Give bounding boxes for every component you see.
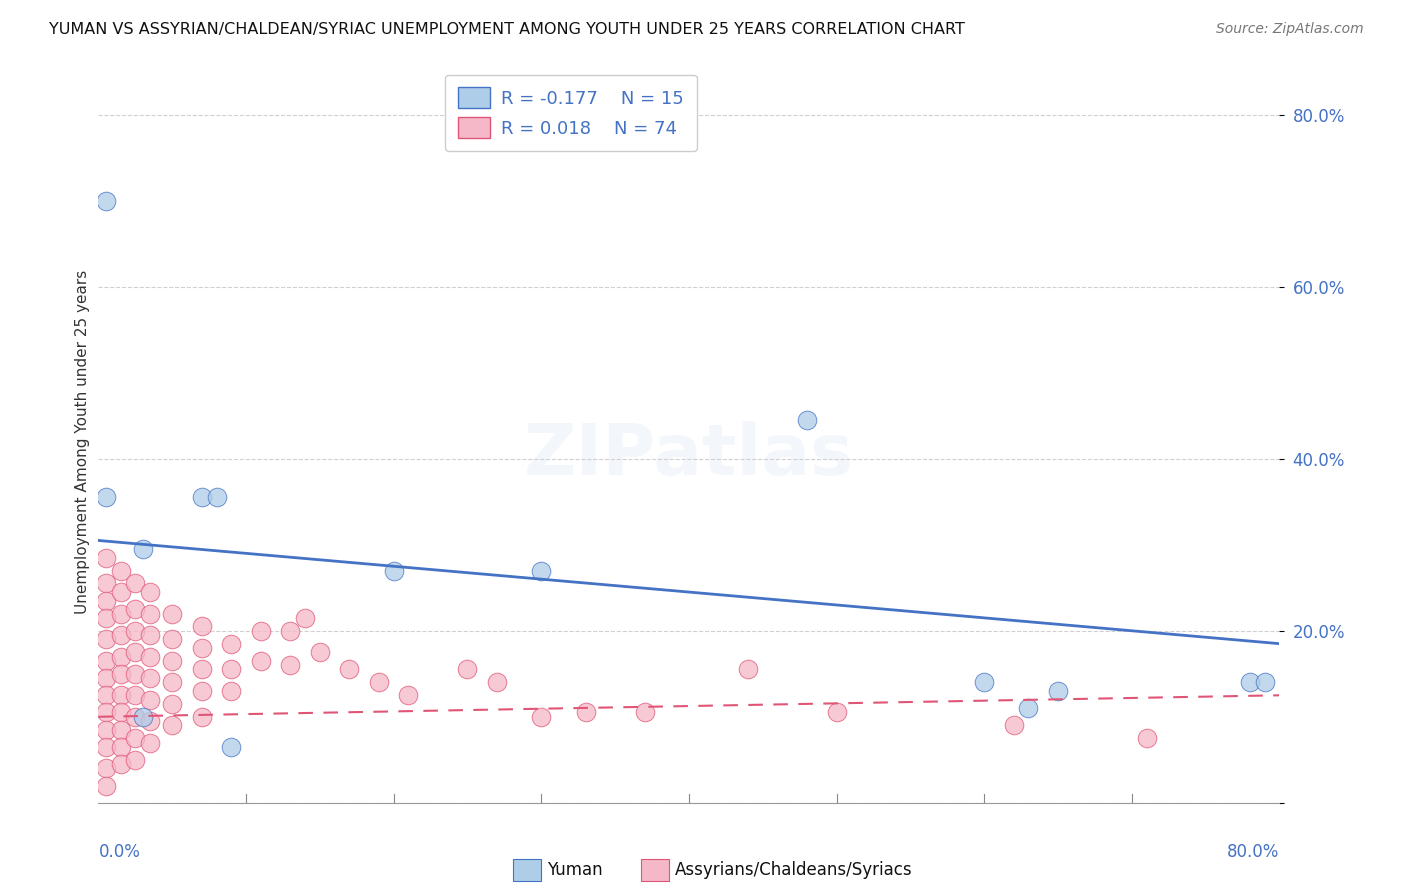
Point bbox=[162, 697, 183, 711]
Point bbox=[205, 491, 228, 505]
Point bbox=[110, 688, 132, 702]
Point bbox=[124, 710, 146, 724]
Point bbox=[139, 585, 162, 599]
Point bbox=[191, 663, 214, 677]
Text: Assyrians/Chaldeans/Syriacs: Assyrians/Chaldeans/Syriacs bbox=[675, 861, 912, 879]
Point bbox=[124, 624, 146, 638]
Point bbox=[94, 194, 117, 208]
Point bbox=[294, 611, 316, 625]
Point bbox=[1254, 675, 1277, 690]
Point bbox=[139, 692, 162, 706]
Point bbox=[162, 607, 183, 621]
Point bbox=[124, 753, 146, 767]
Legend: R = -0.177    N = 15, R = 0.018    N = 74: R = -0.177 N = 15, R = 0.018 N = 74 bbox=[446, 75, 696, 151]
Point bbox=[398, 688, 420, 702]
Point bbox=[110, 628, 132, 642]
Point bbox=[94, 593, 117, 607]
Point bbox=[825, 706, 848, 720]
Point bbox=[530, 564, 553, 578]
Text: ZIPatlas: ZIPatlas bbox=[524, 422, 853, 491]
Point bbox=[1018, 701, 1040, 715]
Point bbox=[1136, 731, 1159, 746]
Point bbox=[94, 550, 117, 565]
Point bbox=[94, 739, 117, 754]
Point bbox=[1046, 684, 1070, 698]
Point bbox=[139, 714, 162, 728]
Point bbox=[368, 675, 391, 690]
Point bbox=[1239, 675, 1261, 690]
Point bbox=[94, 706, 117, 720]
Point bbox=[110, 649, 132, 664]
Point bbox=[191, 491, 214, 505]
Point bbox=[124, 576, 146, 591]
Point bbox=[1002, 718, 1025, 732]
Point bbox=[221, 663, 243, 677]
Point bbox=[110, 564, 132, 578]
Y-axis label: Unemployment Among Youth under 25 years: Unemployment Among Youth under 25 years bbox=[75, 269, 90, 614]
Point bbox=[191, 640, 214, 655]
Text: 80.0%: 80.0% bbox=[1227, 843, 1279, 861]
Point bbox=[530, 710, 553, 724]
Text: YUMAN VS ASSYRIAN/CHALDEAN/SYRIAC UNEMPLOYMENT AMONG YOUTH UNDER 25 YEARS CORREL: YUMAN VS ASSYRIAN/CHALDEAN/SYRIAC UNEMPL… bbox=[49, 22, 965, 37]
Point bbox=[162, 654, 183, 668]
Point bbox=[94, 761, 117, 775]
Point bbox=[191, 710, 214, 724]
Point bbox=[94, 654, 117, 668]
Text: 0.0%: 0.0% bbox=[98, 843, 141, 861]
Point bbox=[973, 675, 995, 690]
Point bbox=[94, 491, 117, 505]
Point bbox=[132, 710, 155, 724]
Point bbox=[132, 542, 155, 557]
Point bbox=[94, 779, 117, 793]
Point bbox=[250, 624, 273, 638]
Point bbox=[110, 757, 132, 772]
Point bbox=[191, 619, 214, 633]
Point bbox=[309, 645, 332, 659]
Point bbox=[250, 654, 273, 668]
Point bbox=[221, 684, 243, 698]
Point bbox=[124, 731, 146, 746]
Point bbox=[280, 658, 302, 673]
Point bbox=[457, 663, 479, 677]
Point bbox=[124, 645, 146, 659]
Point bbox=[280, 624, 302, 638]
Point bbox=[94, 632, 117, 647]
Point bbox=[94, 723, 117, 737]
Point bbox=[94, 671, 117, 685]
Point bbox=[139, 628, 162, 642]
Text: Source: ZipAtlas.com: Source: ZipAtlas.com bbox=[1216, 22, 1364, 37]
Point bbox=[575, 706, 598, 720]
Point bbox=[162, 675, 183, 690]
Text: Yuman: Yuman bbox=[547, 861, 603, 879]
Point bbox=[221, 637, 243, 651]
Point bbox=[382, 564, 405, 578]
Point bbox=[110, 723, 132, 737]
Point bbox=[139, 607, 162, 621]
Point bbox=[162, 632, 183, 647]
Point bbox=[94, 576, 117, 591]
Point bbox=[110, 666, 132, 681]
Point bbox=[110, 607, 132, 621]
Point bbox=[124, 666, 146, 681]
Point bbox=[139, 649, 162, 664]
Point bbox=[124, 688, 146, 702]
Point bbox=[124, 602, 146, 616]
Point bbox=[191, 684, 214, 698]
Point bbox=[796, 413, 818, 427]
Point bbox=[221, 739, 243, 754]
Point bbox=[110, 739, 132, 754]
Point bbox=[94, 688, 117, 702]
Point bbox=[339, 663, 361, 677]
Point bbox=[110, 585, 132, 599]
Point bbox=[634, 706, 657, 720]
Point bbox=[139, 671, 162, 685]
Point bbox=[486, 675, 509, 690]
Point bbox=[162, 718, 183, 732]
Point bbox=[110, 706, 132, 720]
Point bbox=[139, 735, 162, 749]
Point bbox=[737, 663, 759, 677]
Point bbox=[94, 611, 117, 625]
